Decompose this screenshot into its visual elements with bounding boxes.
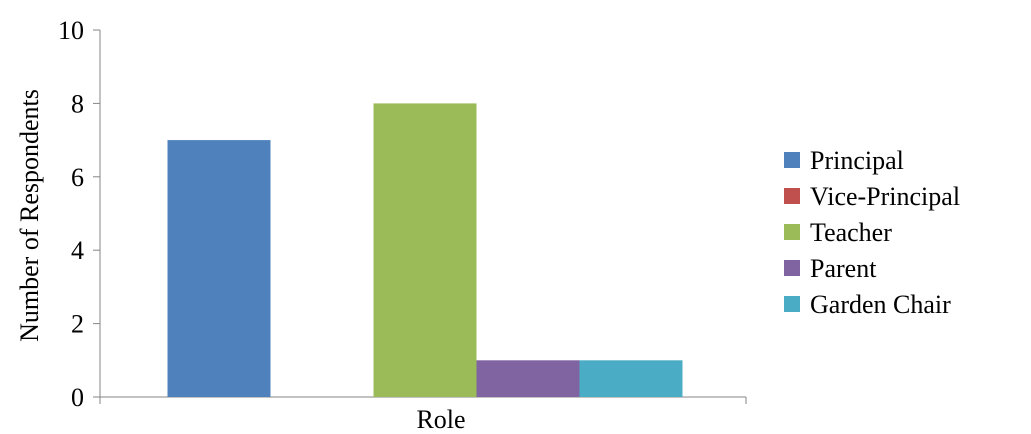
legend-item: Principal	[784, 146, 904, 175]
legend-item: Garden Chair	[784, 290, 951, 319]
y-tick-label: 0	[71, 383, 84, 412]
y-tick-label: 6	[71, 163, 84, 192]
bar-parent	[476, 360, 580, 397]
y-tick-label: 10	[58, 16, 84, 45]
bars	[167, 103, 683, 398]
legend-label: Parent	[810, 254, 877, 283]
bar-principal	[167, 140, 271, 397]
y-tick-label: 8	[71, 89, 84, 118]
legend-label: Vice-Principal	[810, 182, 960, 211]
legend-label: Teacher	[810, 218, 892, 247]
legend-item: Teacher	[784, 218, 892, 247]
legend-label: Principal	[810, 146, 904, 175]
legend-swatch	[784, 188, 800, 204]
y-tick-label: 4	[71, 236, 84, 265]
legend-swatch	[784, 260, 800, 276]
y-axis: 0 2 4 6 8 10	[58, 16, 101, 412]
legend: Principal Vice-Principal Teacher Parent Gard…	[784, 146, 960, 319]
legend-swatch	[784, 296, 800, 312]
bar-teacher	[373, 103, 477, 398]
legend-swatch	[784, 224, 800, 240]
legend-swatch	[784, 152, 800, 168]
bar-garden-chair	[579, 360, 683, 397]
y-axis-title: Number of Respondents	[15, 89, 44, 342]
legend-item: Vice-Principal	[784, 182, 960, 211]
legend-item: Parent	[784, 254, 877, 283]
legend-label: Garden Chair	[810, 290, 951, 319]
x-axis-title: Role	[416, 405, 465, 434]
y-tick-label: 2	[71, 310, 84, 339]
x-axis	[99, 396, 747, 404]
